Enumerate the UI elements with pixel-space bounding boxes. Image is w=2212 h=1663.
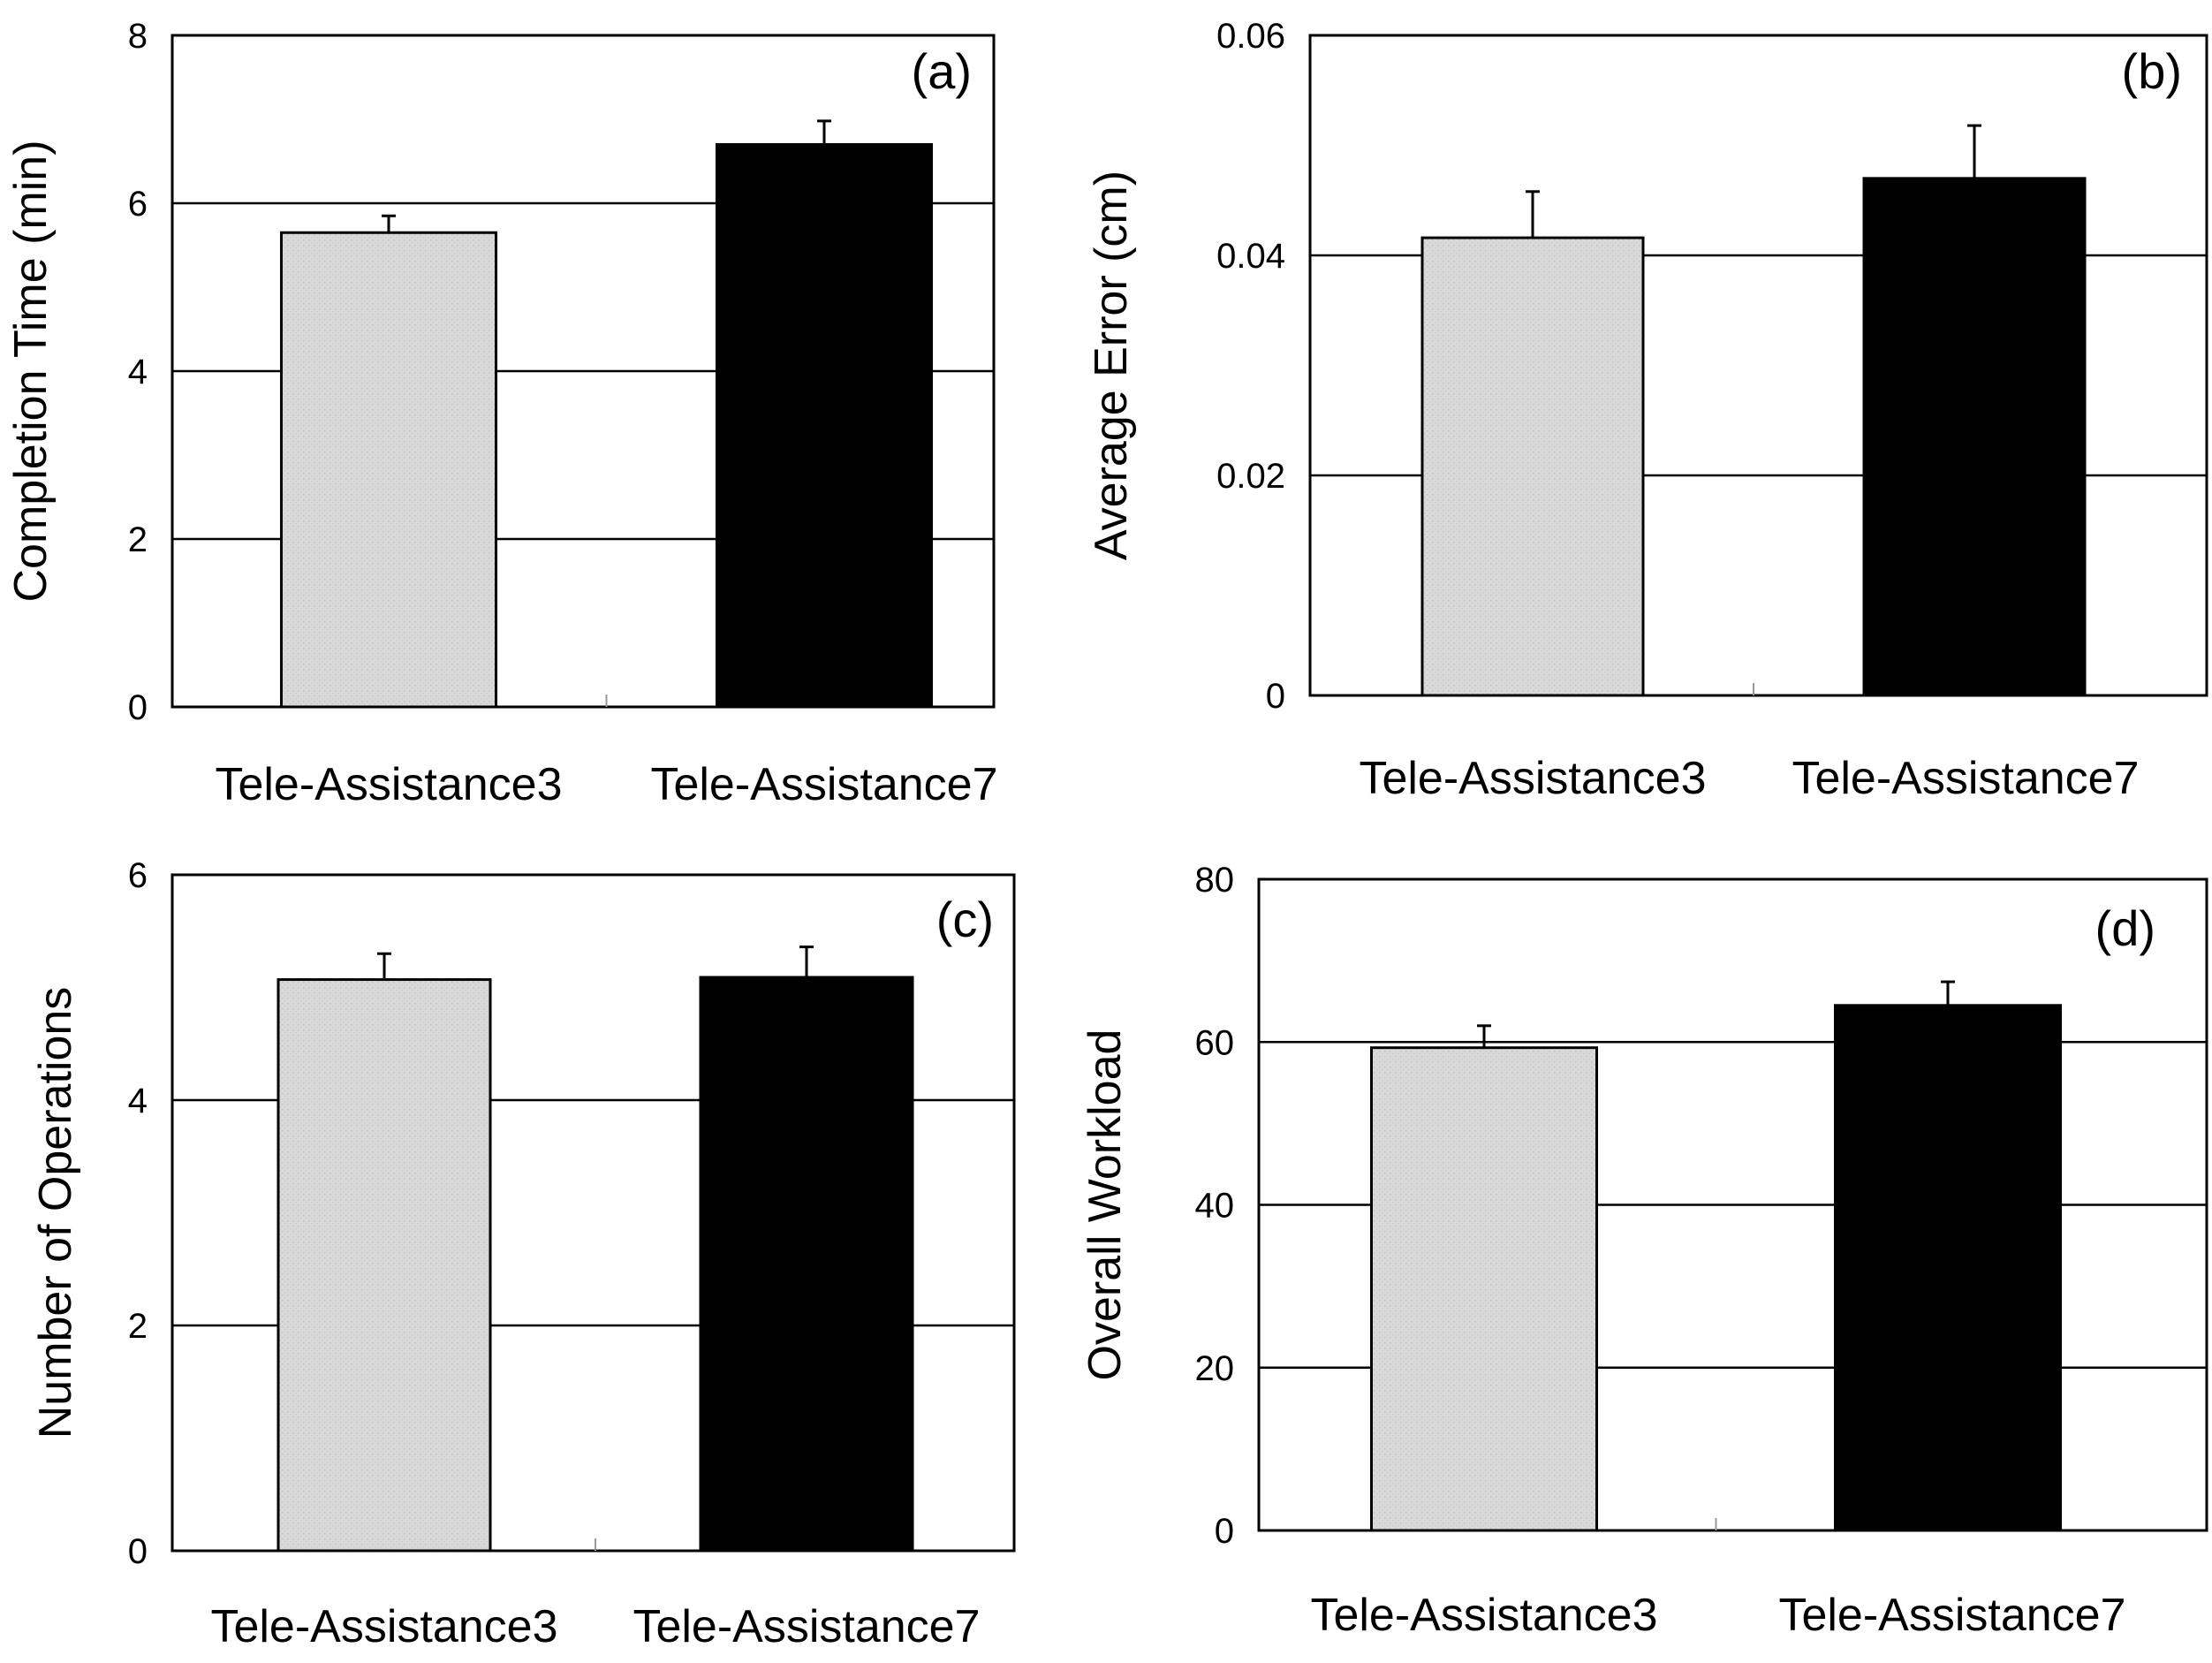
x-category-label: Tele-Assistance3 <box>215 759 562 810</box>
chart-panel-d: 0 20 40 60 80 Tele-Assistance3 Tele-Assistance… <box>1079 861 2208 1641</box>
bar-2 <box>716 143 933 709</box>
x-category-label: Tele-Assistance3 <box>1359 753 1706 804</box>
y-tick-label: 6 <box>128 185 148 224</box>
error-bar-2 <box>817 119 831 145</box>
bar-1 <box>280 231 497 709</box>
error-bar-2 <box>1941 980 1955 1006</box>
bar-2 <box>1862 177 2087 697</box>
y-tick-label: 0 <box>1215 1512 1234 1551</box>
y-tick-label: 20 <box>1195 1349 1235 1388</box>
x-category-label: Tele-Assistance7 <box>633 1601 980 1652</box>
bar-2 <box>699 976 914 1553</box>
panel-label: (c) <box>936 892 994 947</box>
panel-label: (b) <box>2122 43 2182 99</box>
y-tick-label: 60 <box>1195 1023 1235 1062</box>
y-axis-title: Completion Time (min) <box>5 140 57 602</box>
y-tick-label: 40 <box>1195 1187 1235 1226</box>
error-bar-1 <box>1526 190 1540 239</box>
error-bar-1 <box>382 214 396 233</box>
y-tick-label: 4 <box>128 1082 148 1120</box>
y-tick-label: 0.02 <box>1216 457 1285 496</box>
bar-1 <box>1370 1046 1598 1532</box>
plot-frame <box>170 34 996 709</box>
plot-frame <box>1308 34 2208 697</box>
x-category-label: Tele-Assistance7 <box>1792 753 2139 804</box>
bar-1 <box>1420 236 1645 697</box>
y-tick-label: 80 <box>1195 861 1235 900</box>
x-category-label: Tele-Assistance7 <box>650 759 997 810</box>
y-tick-label: 4 <box>128 353 148 391</box>
chart-panel-b: 0 0.02 0.04 0.06 Tele-Assistance3 Tele-Assist… <box>1086 17 2208 804</box>
panel-label: (d) <box>2095 900 2155 956</box>
error-bar-1 <box>377 952 391 980</box>
y-tick-label: 0 <box>128 1532 148 1571</box>
bar-1 <box>276 978 492 1553</box>
panel-label: (a) <box>912 43 972 99</box>
x-category-label: Tele-Assistance7 <box>1778 1590 2125 1641</box>
y-tick-label: 0.06 <box>1216 17 1285 56</box>
error-bar-2 <box>799 945 814 978</box>
y-tick-label: 0 <box>128 688 148 727</box>
y-axis-title: Average Error (cm) <box>1086 171 1137 560</box>
x-category-label: Tele-Assistance3 <box>210 1601 557 1652</box>
y-tick-label: 0 <box>1266 677 1285 716</box>
y-tick-label: 2 <box>128 520 148 559</box>
y-tick-label: 0.04 <box>1216 237 1285 276</box>
bar-2 <box>1834 1004 2062 1532</box>
plot-frame <box>170 873 1016 1553</box>
y-tick-label: 6 <box>128 856 148 895</box>
chart-panel-a: 0 2 4 6 8 Tele-Assistance3 Tele-Assistance7 Com… <box>5 17 998 810</box>
error-bar-2 <box>1967 124 1981 178</box>
y-tick-label: 2 <box>128 1307 148 1346</box>
chart-panel-c: 0 2 4 6 Tele-Assistance3 Tele-Assistance7 Numb… <box>30 856 1016 1652</box>
error-bar-1 <box>1477 1024 1491 1048</box>
x-category-label: Tele-Assistance3 <box>1310 1590 1657 1641</box>
y-tick-label: 8 <box>128 17 148 56</box>
plot-frame <box>1257 877 2208 1532</box>
y-axis-title: Number of Operations <box>30 987 81 1439</box>
y-axis-title: Overall Workload <box>1079 1029 1131 1381</box>
